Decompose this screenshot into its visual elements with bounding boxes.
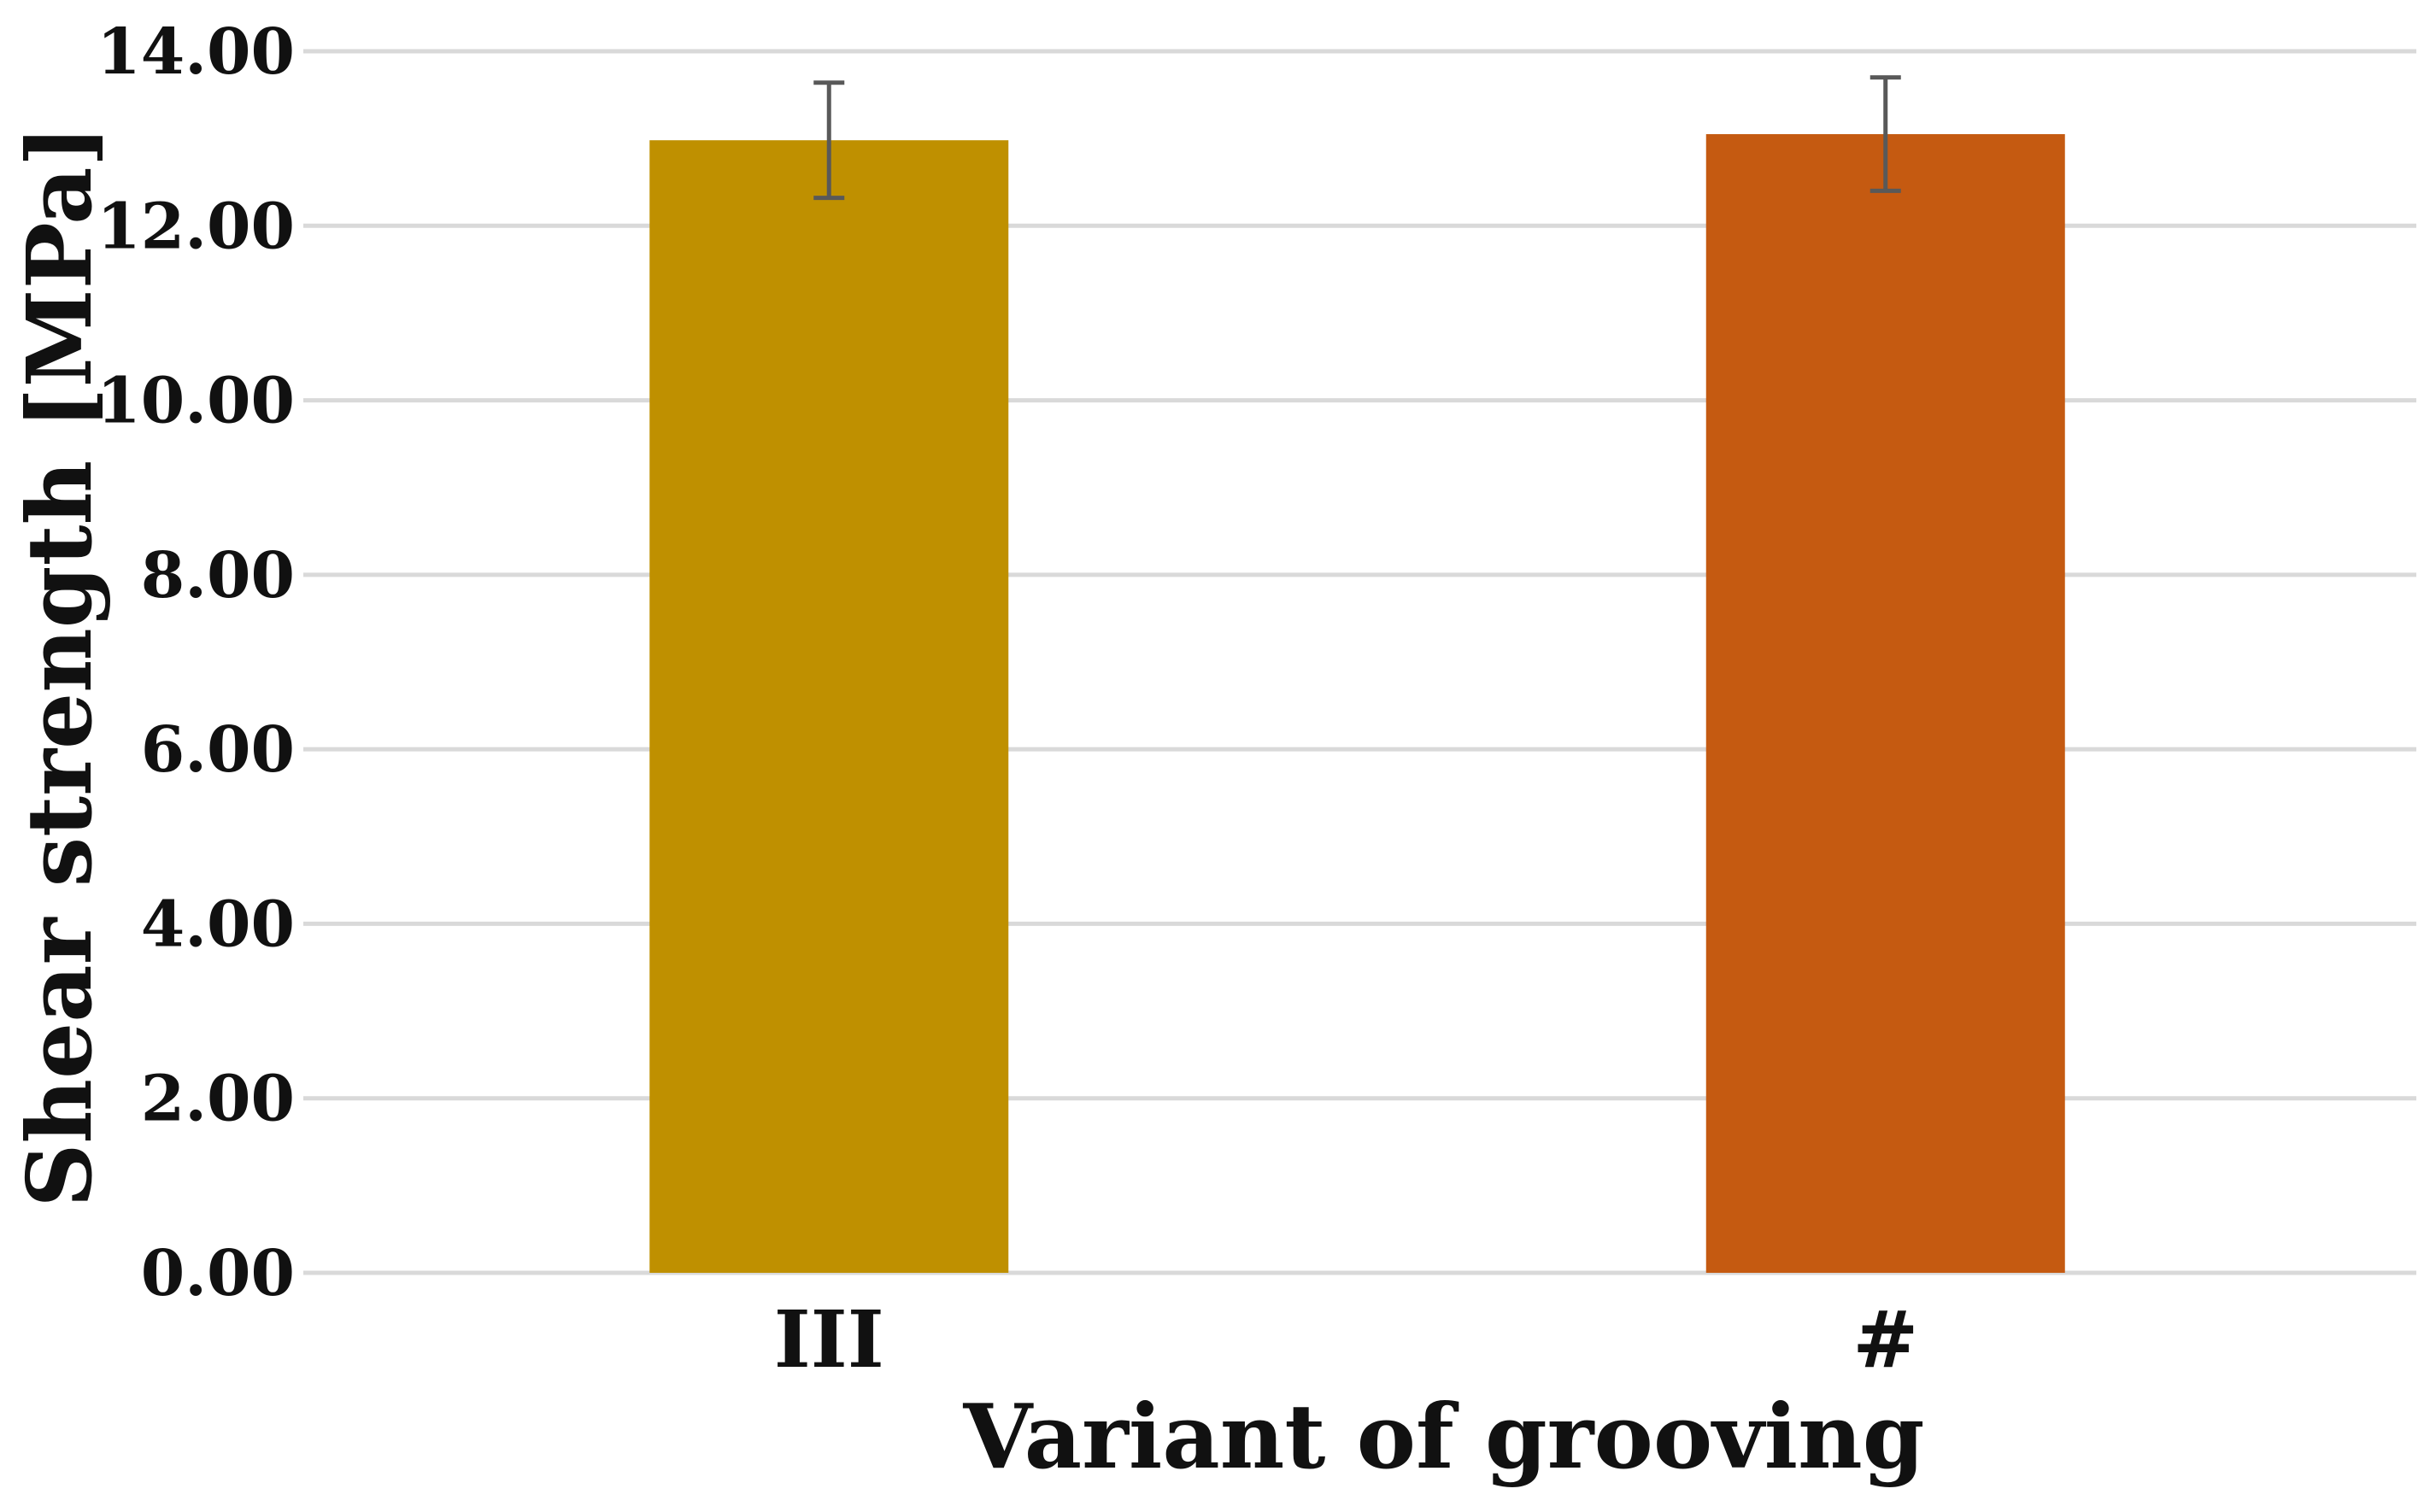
y-tick-label: 10.00 bbox=[97, 365, 295, 438]
x-category-label: III bbox=[774, 1293, 884, 1386]
y-tick-label: 2.00 bbox=[141, 1063, 295, 1136]
x-category-labels: III # bbox=[774, 1293, 1919, 1386]
y-tick-label: 12.00 bbox=[97, 190, 295, 263]
y-tick-labels: 0.00 2.00 4.00 6.00 8.00 10.00 12.00 14.00 bbox=[97, 15, 295, 1310]
bar bbox=[1705, 134, 2065, 1273]
y-tick-label: 8.00 bbox=[141, 539, 295, 612]
error-bar bbox=[813, 80, 845, 201]
y-axis-title: Shear strength [MPa] bbox=[7, 125, 112, 1207]
y-tick-label: 6.00 bbox=[141, 713, 295, 787]
gridlines bbox=[303, 49, 2416, 1275]
error-bars bbox=[813, 75, 1901, 201]
bars bbox=[649, 134, 2065, 1274]
x-axis-title: Variant of grooving bbox=[963, 1384, 1925, 1489]
error-bar bbox=[1869, 75, 1901, 193]
bar bbox=[649, 140, 1009, 1274]
y-tick-label: 0.00 bbox=[141, 1237, 295, 1310]
y-tick-label: 14.00 bbox=[97, 15, 295, 89]
y-tick-label: 4.00 bbox=[141, 888, 295, 961]
x-category-label: # bbox=[1852, 1293, 1918, 1386]
